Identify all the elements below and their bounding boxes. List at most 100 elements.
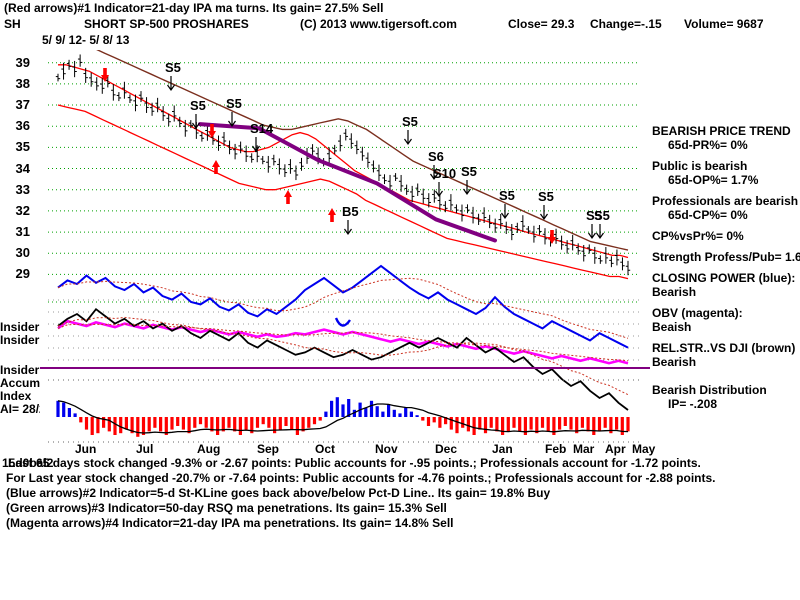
footer-note: (Green arrows)#3 Indicator=50-day RSQ ma…	[6, 501, 447, 515]
buy-arrow-up	[328, 208, 336, 222]
signal-label: S5	[594, 208, 610, 223]
signal-pointer-arrow	[252, 137, 260, 153]
volume-value: Volume= 9687	[684, 17, 764, 31]
closing-power-line	[57, 264, 629, 349]
panel-spacer	[652, 376, 800, 383]
analysis-line: 65d-OP%= 1.7%	[668, 173, 759, 187]
signal-label: S10	[433, 166, 456, 181]
price-tick-label: 38	[15, 75, 30, 91]
month-tick-label: Nov	[375, 442, 398, 456]
closing-power-peak-marker	[334, 317, 351, 327]
moving-average-dotted	[57, 277, 629, 339]
signal-label: S5	[190, 98, 206, 113]
month-tick-label: Aug	[197, 442, 221, 456]
signal-label: S5	[402, 114, 418, 129]
price-tick-label: 34	[15, 160, 30, 176]
signal-pointer-arrow	[344, 220, 352, 236]
month-tick-label: May	[632, 442, 656, 456]
month-tick-label: Dec	[435, 442, 458, 456]
copyright-notice: (C) 2013 www.tigersoft.com	[300, 17, 457, 31]
signal-pointer-arrow	[192, 114, 200, 130]
overlapping-stamp: 15d0bal2	[2, 456, 54, 470]
signal-pointer-arrow	[404, 130, 412, 146]
analysis-line: IP= -.208	[668, 397, 718, 411]
analysis-line: Public is bearish	[652, 159, 748, 173]
analysis-line: CP%vsPr%= 0%	[652, 229, 744, 243]
sell-arrow-down	[101, 68, 109, 82]
price-tick-label: 35	[15, 139, 30, 155]
price-change: Change=-.15	[590, 17, 662, 31]
analysis-panel: BEARISH PRICE TREND 65d-PR%= 0% Public is …	[652, 124, 800, 411]
chart-header: (Red arrows)#1 Indicator=21-day IPA ma t…	[0, 0, 800, 47]
ticker-symbol: SH	[4, 17, 21, 31]
panel-spacer	[652, 334, 800, 341]
downtrend-line	[198, 122, 497, 243]
footer-note: Last 65 days stock changed -9.3% or -2.6…	[8, 456, 701, 470]
accum-title-line3: Index	[0, 389, 32, 403]
price-tick-label: 33	[15, 181, 30, 197]
footer-note: (Magenta arrows)#4 Indicator=21-day IPA …	[6, 516, 454, 530]
signal-pointer-arrow	[596, 224, 604, 240]
signal-label: S5	[461, 164, 477, 179]
price-tick-label: 36	[15, 118, 30, 134]
month-tick-label: Oct	[315, 442, 336, 456]
signal-label: S5	[538, 189, 554, 204]
bollinger-band	[58, 64, 629, 259]
panel-spacer	[652, 369, 800, 376]
month-tick-label: Sep	[257, 442, 280, 456]
signal-label: S5	[226, 96, 242, 111]
month-tick-label: Jul	[136, 442, 154, 456]
footer-note: (Blue arrows)#2 Indicator=5-d St-KLine g…	[6, 486, 551, 500]
analysis-line: Professionals are bearish	[652, 194, 799, 208]
accum-index-ma-line	[57, 400, 629, 434]
analysis-line: Beaish	[652, 320, 692, 334]
obv-line	[57, 319, 629, 365]
analysis-line: REL.STR..VS DJI (brown)	[652, 341, 796, 355]
month-tick-label: Jan	[492, 442, 513, 456]
price-tick-label: 29	[15, 266, 30, 282]
footer-note: For Last year stock changed -20.7% or -7…	[6, 471, 716, 485]
indicator-1-line: (Red arrows)#1 Indicator=21-day IPA ma t…	[4, 1, 384, 15]
company-name: SHORT SP-500 PROSHARES	[84, 17, 249, 31]
price-tick-label: 31	[15, 224, 30, 240]
sell-arrow-down	[548, 230, 556, 244]
accum-title-line2: Accum	[0, 376, 41, 390]
price-tick-label: 30	[15, 245, 30, 261]
month-tick-label: Mar	[573, 442, 595, 456]
analysis-line: OBV (magenta):	[652, 306, 743, 320]
signal-pointer-arrow	[540, 205, 548, 221]
month-tick-label: Apr	[605, 442, 626, 456]
analysis-line: CLOSING POWER (blue):	[652, 271, 796, 285]
panel-spacer	[652, 187, 800, 194]
date-range: 5/ 9/ 12- 5/ 8/ 13	[42, 33, 130, 47]
signal-pointer-arrow	[167, 76, 175, 92]
panel-spacer	[652, 152, 800, 159]
signal-label: S5	[499, 188, 515, 203]
bollinger-band	[57, 104, 629, 280]
moving-average-dotted	[57, 323, 629, 362]
buy-arrow-up	[212, 160, 220, 174]
signal-label: S14	[250, 121, 274, 136]
price-chart-plot: S5 S5 S5 S14 S5 S6 S10 S5 S5 S5 S5 S5 B5	[40, 50, 650, 450]
signal-pointer-arrow	[228, 112, 236, 128]
signal-label: S5	[165, 60, 181, 75]
analysis-line: 65d-CP%= 0%	[668, 208, 748, 222]
analysis-line: Strength Profess/Pub= 1.6	[652, 250, 800, 264]
analysis-line: Bearish	[652, 355, 697, 369]
relative-strength-line	[96, 50, 629, 251]
panel-spacer	[652, 299, 800, 306]
signal-pointer-arrow	[435, 182, 443, 198]
signal-label: S6	[428, 149, 444, 164]
accumulation-index-histogram	[56, 397, 630, 437]
signal-pointer-arrow	[588, 224, 596, 240]
month-tick-label: Feb	[545, 442, 567, 456]
month-tick-label: Jun	[75, 442, 97, 456]
moving-average-dotted	[57, 316, 629, 396]
signal-pointer-arrow	[463, 180, 471, 196]
signal-label: S5	[586, 208, 602, 223]
buy-arrow-up	[284, 190, 292, 204]
analysis-line: BEARISH PRICE TREND	[652, 124, 791, 138]
signal-pointer-arrow	[430, 165, 438, 181]
analysis-line: 65d-PR%= 0%	[668, 138, 748, 152]
signal-label: B5	[342, 204, 359, 219]
